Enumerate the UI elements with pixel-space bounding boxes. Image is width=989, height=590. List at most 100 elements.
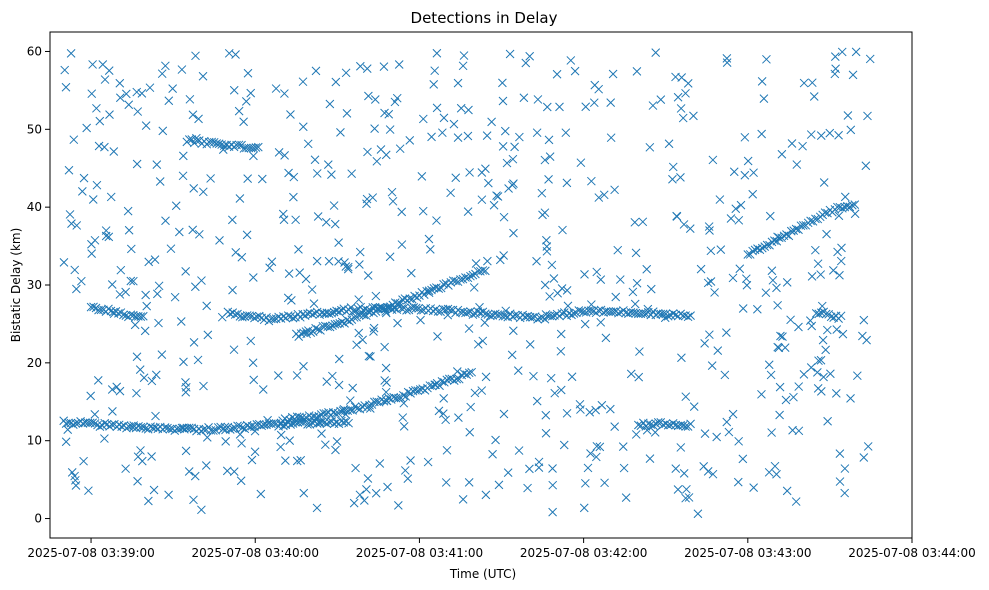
data-point-463 (334, 380, 344, 390)
data-point-1077 (533, 314, 542, 324)
data-point-412 (355, 490, 365, 500)
data-point-262 (576, 158, 586, 168)
data-point-33 (673, 485, 683, 494)
data-point-1226 (651, 419, 661, 428)
data-point-27 (671, 464, 681, 473)
data-point-387 (324, 256, 334, 266)
data-point-1075 (528, 313, 537, 322)
data-point-697 (482, 131, 492, 140)
data-point-1167 (357, 309, 366, 319)
data-point-182 (286, 110, 295, 119)
data-point-606 (831, 389, 841, 398)
data-point-1219 (633, 420, 643, 430)
data-point-330 (704, 222, 714, 231)
data-point-992 (324, 309, 334, 319)
data-point-645 (735, 264, 745, 274)
data-point-190 (121, 287, 130, 297)
data-point-336 (145, 83, 155, 93)
data-point-292 (684, 493, 694, 502)
data-point-1195 (424, 286, 434, 296)
data-point-423 (70, 265, 80, 275)
data-point-564 (104, 232, 114, 242)
data-point-1287 (814, 309, 824, 319)
data-point-234 (291, 215, 300, 225)
data-point-202 (762, 54, 771, 64)
data-point-55 (198, 71, 208, 81)
data-point-850 (353, 404, 362, 413)
data-point-222 (545, 292, 555, 301)
data-point-429 (837, 47, 847, 57)
data-point-221 (767, 266, 777, 276)
data-point-311 (363, 474, 373, 483)
data-point-746 (170, 426, 180, 435)
data-point-953 (230, 310, 240, 319)
data-point-1148 (311, 323, 320, 333)
data-point-141 (184, 467, 194, 476)
data-point-1120 (638, 309, 648, 318)
data-point-289 (369, 323, 379, 333)
data-point-23 (257, 174, 267, 184)
data-point-41 (193, 355, 203, 365)
data-point-450 (788, 425, 797, 435)
data-point-1155 (328, 321, 337, 330)
x-axis-label: Time (UTC) (449, 567, 516, 581)
data-point-400 (477, 386, 487, 395)
data-point-371 (525, 464, 534, 474)
data-point-269 (296, 455, 306, 465)
data-point-482 (835, 449, 845, 458)
data-point-568 (331, 77, 341, 87)
data-point-678 (700, 338, 709, 348)
data-point-132 (449, 119, 459, 129)
data-point-385 (188, 225, 198, 235)
data-point-487 (813, 384, 823, 393)
data-point-473 (619, 463, 629, 473)
data-point-563 (137, 456, 147, 466)
data-point-452 (548, 507, 557, 517)
data-point-562 (499, 212, 509, 222)
data-point-370 (355, 260, 364, 269)
data-point-506 (157, 350, 167, 360)
data-point-533 (464, 478, 474, 487)
data-point-585 (60, 65, 70, 75)
data-point-492 (672, 211, 681, 221)
x-tick-label-3: 2025-07-08 03:42:00 (520, 546, 647, 560)
data-point-116 (840, 192, 850, 202)
data-point-626 (101, 231, 111, 241)
data-point-167 (273, 371, 283, 380)
data-point-184 (546, 373, 556, 383)
data-point-345 (312, 169, 322, 178)
data-point-365 (552, 69, 562, 79)
data-point-150 (830, 52, 840, 61)
data-point-29 (366, 352, 375, 361)
data-point-288 (278, 209, 288, 219)
data-point-58 (292, 371, 302, 380)
data-point-301 (459, 51, 469, 60)
data-point-530 (380, 376, 390, 385)
data-point-119 (369, 327, 378, 336)
data-point-79 (734, 215, 744, 225)
data-point-451 (61, 437, 71, 447)
data-point-580 (542, 102, 552, 112)
data-point-408 (840, 488, 850, 498)
data-point-228 (570, 66, 580, 76)
data-point-389 (267, 257, 277, 267)
data-point-76 (345, 396, 355, 405)
data-point-174 (740, 132, 750, 142)
data-point-213 (580, 319, 590, 329)
data-point-246 (129, 276, 138, 286)
data-point-374 (399, 421, 409, 431)
data-point-456 (190, 471, 200, 481)
data-point-1179 (386, 302, 395, 311)
data-point-498 (685, 224, 695, 233)
data-point-433 (599, 190, 609, 200)
data-point-1051 (468, 310, 478, 320)
data-point-674 (179, 357, 188, 367)
data-point-180 (498, 96, 508, 106)
data-point-8 (199, 381, 208, 391)
data-point-696 (549, 274, 559, 283)
data-point-728 (126, 421, 136, 431)
data-point-107 (92, 103, 101, 113)
data-point-140 (792, 160, 802, 169)
data-point-969 (269, 314, 279, 324)
data-point-440 (423, 457, 433, 467)
